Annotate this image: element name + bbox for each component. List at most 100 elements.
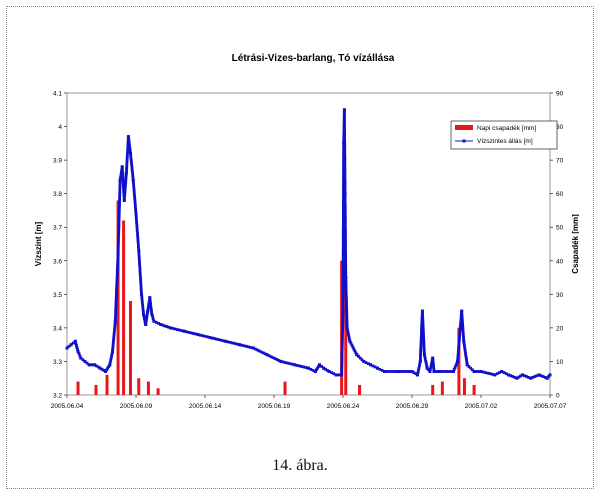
water-level-marker (71, 341, 75, 345)
water-level-marker (199, 333, 202, 337)
water-level-marker (341, 292, 345, 295)
water-level-marker (247, 345, 251, 349)
water-level-point (113, 319, 117, 323)
water-level-marker (125, 154, 129, 158)
water-level-marker (342, 214, 345, 218)
water-level-marker (422, 333, 425, 337)
water-level-marker (344, 234, 347, 237)
y-tick-label-left: 3.4 (53, 325, 62, 332)
water-level-marker (401, 370, 405, 373)
water-level-marker (295, 364, 299, 367)
water-level-marker (135, 221, 138, 224)
water-level-marker (317, 365, 320, 368)
water-level-marker (343, 190, 347, 193)
water-level-marker (429, 363, 433, 367)
water-level-marker (495, 372, 499, 376)
water-level-marker (343, 196, 347, 200)
water-level-marker (111, 347, 115, 351)
water-level-marker (146, 311, 149, 315)
water-level-marker (139, 286, 143, 290)
water-level-marker (124, 183, 127, 187)
water-level-point (293, 363, 297, 367)
water-level-marker (502, 371, 506, 374)
water-level-marker (341, 250, 345, 253)
water-level-marker (346, 331, 350, 334)
water-level-marker (118, 194, 122, 197)
figure-frame: Létrási-Vizes-barlang, Tó vízállása 3.2 3… (6, 6, 594, 489)
water-level-marker (461, 329, 465, 332)
water-level-marker (341, 327, 344, 331)
water-level-marker (125, 170, 128, 173)
water-level-marker (118, 187, 122, 191)
water-level-marker (419, 349, 423, 352)
water-level-marker (345, 298, 348, 301)
water-level-marker (117, 215, 121, 219)
water-level-marker (117, 235, 120, 239)
water-level-marker (148, 298, 152, 302)
water-level-marker (118, 198, 121, 202)
water-level-marker (419, 346, 423, 350)
water-level-marker (117, 209, 121, 212)
y-axis-label-right: Csapadék [mm] (571, 214, 579, 274)
water-level-marker (460, 316, 464, 319)
water-level-marker (419, 353, 422, 357)
water-level-marker (461, 322, 464, 326)
water-level-marker (342, 221, 345, 225)
water-level-marker (455, 362, 459, 365)
water-level-marker (343, 185, 347, 189)
water-level-marker (343, 172, 347, 176)
water-level-point (500, 370, 504, 373)
water-level-marker (341, 285, 345, 289)
water-level-marker (344, 249, 347, 253)
water-level-marker (458, 335, 461, 339)
water-level-marker (341, 296, 345, 300)
water-level-marker (115, 278, 119, 282)
water-level-marker (228, 341, 232, 344)
water-level-marker (78, 354, 82, 358)
water-level-marker (343, 174, 347, 178)
water-level-marker (136, 238, 140, 242)
water-level-marker (231, 341, 234, 345)
water-level-marker (343, 163, 347, 167)
water-level-marker (116, 261, 120, 265)
water-level-marker (286, 361, 290, 365)
water-level-marker (132, 187, 136, 191)
water-level-marker (180, 329, 184, 333)
water-level-marker (345, 311, 349, 314)
water-level-point (129, 151, 132, 155)
water-level-point (279, 359, 283, 363)
water-level-marker (125, 156, 129, 160)
water-level-marker (354, 351, 358, 355)
water-level-marker (131, 174, 135, 178)
water-level-marker (459, 322, 462, 326)
water-level-marker (102, 369, 106, 372)
water-level-marker (340, 351, 344, 355)
water-level-marker (340, 349, 344, 353)
water-level-point (131, 178, 135, 182)
water-level-marker (341, 254, 345, 258)
water-level-point (210, 336, 214, 340)
water-level-point (87, 363, 91, 367)
water-level-marker (341, 267, 345, 271)
water-level-marker (343, 176, 347, 180)
water-level-marker (126, 148, 130, 151)
water-level-point (122, 198, 126, 202)
water-level-marker (106, 366, 110, 370)
water-level-marker (343, 121, 346, 125)
water-level-marker (343, 207, 347, 211)
water-level-marker (140, 290, 143, 294)
y-tick-label-left: 3.7 (53, 225, 62, 232)
water-level-marker (459, 320, 463, 323)
water-level-marker (81, 358, 85, 362)
water-level-point (344, 276, 348, 280)
water-level-marker (378, 367, 382, 371)
water-level-marker (471, 368, 474, 372)
water-level-marker (343, 154, 347, 158)
precipitation-bar (105, 374, 109, 395)
water-level-marker (117, 224, 121, 228)
water-level-marker (192, 332, 195, 335)
water-level-marker (341, 265, 345, 269)
water-level-marker (343, 137, 346, 140)
water-level-marker (185, 330, 188, 334)
water-level-marker (257, 349, 261, 353)
